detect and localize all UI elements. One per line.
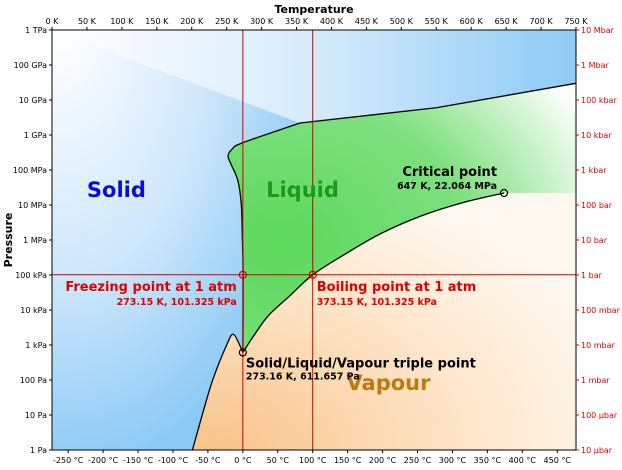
top-tick-label: 300 K: [250, 17, 274, 26]
right-tick-label: 10 bar: [581, 236, 608, 245]
bottom-celsius-ticks: -250 °C -200 °C -150 °C -100 °C -50 °C 0 °C 50…: [53, 450, 571, 465]
boiling-point-title: Boiling point at 1 atm: [317, 280, 477, 295]
bottom-tick-label: 300 °C: [439, 456, 467, 465]
right-tick-label: 1 Mbar: [581, 61, 610, 70]
right-tick-label: 1 mbar: [581, 376, 610, 385]
top-tick-label: 600 K: [460, 17, 484, 26]
left-tick-label: 100 GPa: [14, 61, 47, 70]
sublimation-curve: [191, 333, 244, 450]
right-tick-label: 10 mbar: [581, 341, 615, 350]
top-tick-label: 400 K: [320, 17, 344, 26]
bottom-tick-label: 50 °C: [267, 456, 290, 465]
point-markers: [238, 188, 509, 357]
top-tick-label: 50 K: [78, 17, 97, 26]
left-tick-label: 100 Pa: [20, 376, 47, 385]
left-tick-label: 10 Pa: [25, 411, 47, 420]
right-tick-label: 100 mbar: [581, 306, 621, 315]
left-tick-label: 10 kPa: [20, 306, 47, 315]
top-tick-label: 500 K: [390, 17, 414, 26]
boiling-point-marker: [308, 270, 317, 279]
solid-region: [52, 30, 301, 450]
boiling-point-detail: 373.15 K, 101.325 kPa: [317, 297, 437, 308]
x-axis-title: Temperature: [274, 3, 353, 16]
right-bar-ticks: 10 µbar 100 µbar 1 mbar 10 mbar 100 mbar 1 ba…: [576, 26, 621, 455]
bottom-tick-label: -100 °C: [158, 456, 189, 465]
bottom-tick-label: -150 °C: [123, 456, 154, 465]
right-tick-label: 100 kbar: [581, 96, 617, 105]
top-tick-label: 750 K: [564, 17, 588, 26]
critical-point-marker: [499, 188, 509, 198]
solid-high-pressure-region: [52, 30, 576, 124]
left-tick-label: 100 MPa: [13, 166, 47, 175]
left-tick-label: 1 kPa: [25, 341, 47, 350]
vapour-region: [192, 192, 576, 450]
right-tick-label: 10 Mbar: [581, 26, 615, 35]
top-kelvin-ticks: 0 K 50 K 100 K 150 K 200 K 250 K 300 K 350 K 400…: [46, 17, 588, 30]
right-tick-label: 1 kbar: [581, 166, 607, 175]
left-tick-label: 10 GPa: [19, 96, 47, 105]
top-tick-label: 550 K: [425, 17, 449, 26]
right-tick-label: 100 bar: [581, 201, 613, 210]
triple-point-title: Solid/Liquid/Vapour triple point: [246, 356, 476, 371]
top-tick-label: 0 K: [46, 17, 60, 26]
right-tick-label: 10 kbar: [581, 131, 612, 140]
left-tick-label: 10 MPa: [18, 201, 47, 210]
top-tick-label: 200 K: [180, 17, 204, 26]
freezing-point-detail: 273.15 K, 101.325 kPa: [117, 297, 237, 308]
right-tick-label: 10 µbar: [581, 446, 613, 455]
bottom-tick-label: 450 °C: [544, 456, 572, 465]
top-tick-label: 700 K: [530, 17, 554, 26]
bottom-tick-label: -250 °C: [53, 456, 84, 465]
solid-region-label: Solid: [87, 178, 146, 202]
top-tick-label: 150 K: [145, 17, 169, 26]
liquid-region-label: Liquid: [266, 178, 339, 202]
vapour-region-label: Vapour: [346, 371, 431, 395]
freezing-point-title: Freezing point at 1 atm: [65, 280, 237, 295]
critical-point-title: Critical point: [402, 165, 497, 180]
bottom-tick-label: 100 °C: [299, 456, 327, 465]
triple-point-detail: 273.16 K, 611.657 Pa: [246, 371, 360, 382]
vaporization-curve: [242, 192, 505, 353]
top-tick-label: 650 K: [495, 17, 519, 26]
critical-point-detail: 647 K, 22.064 MPa: [397, 181, 497, 192]
solid-liquid-high-pressure-curve: [299, 82, 576, 124]
bottom-tick-label: 200 °C: [369, 456, 397, 465]
right-tick-label: 100 µbar: [581, 411, 618, 420]
left-pressure-ticks: 1 Pa 10 Pa 100 Pa 1 kPa 10 kPa 100 kPa 1 MPa 10…: [13, 26, 52, 455]
bottom-tick-label: 350 °C: [474, 456, 502, 465]
top-tick-label: 100 K: [110, 17, 134, 26]
top-tick-label: 450 K: [355, 17, 379, 26]
bottom-tick-label: 150 °C: [334, 456, 362, 465]
top-tick-label: 350 K: [285, 17, 309, 26]
plot-area: [52, 30, 576, 450]
left-tick-label: 1 MPa: [23, 236, 47, 245]
bottom-tick-label: -50 °C: [195, 456, 221, 465]
bottom-tick-label: 250 °C: [404, 456, 432, 465]
bottom-tick-label: 400 °C: [509, 456, 537, 465]
left-tick-label: 100 kPa: [15, 271, 47, 280]
reference-lines: [52, 30, 576, 450]
triple-point-marker: [238, 348, 247, 357]
liquid-region: [228, 83, 576, 353]
right-tick-label: 1 bar: [581, 271, 603, 280]
bottom-tick-label: -200 °C: [88, 456, 119, 465]
freezing-point-marker: [238, 270, 247, 279]
left-tick-label: 1 TPa: [25, 26, 47, 35]
left-tick-label: 1 GPa: [24, 131, 47, 140]
bottom-tick-label: 0 °C: [234, 456, 252, 465]
top-tick-label: 250 K: [215, 17, 239, 26]
y-axis-title: Pressure: [2, 213, 15, 268]
left-tick-label: 1 Pa: [30, 446, 47, 455]
